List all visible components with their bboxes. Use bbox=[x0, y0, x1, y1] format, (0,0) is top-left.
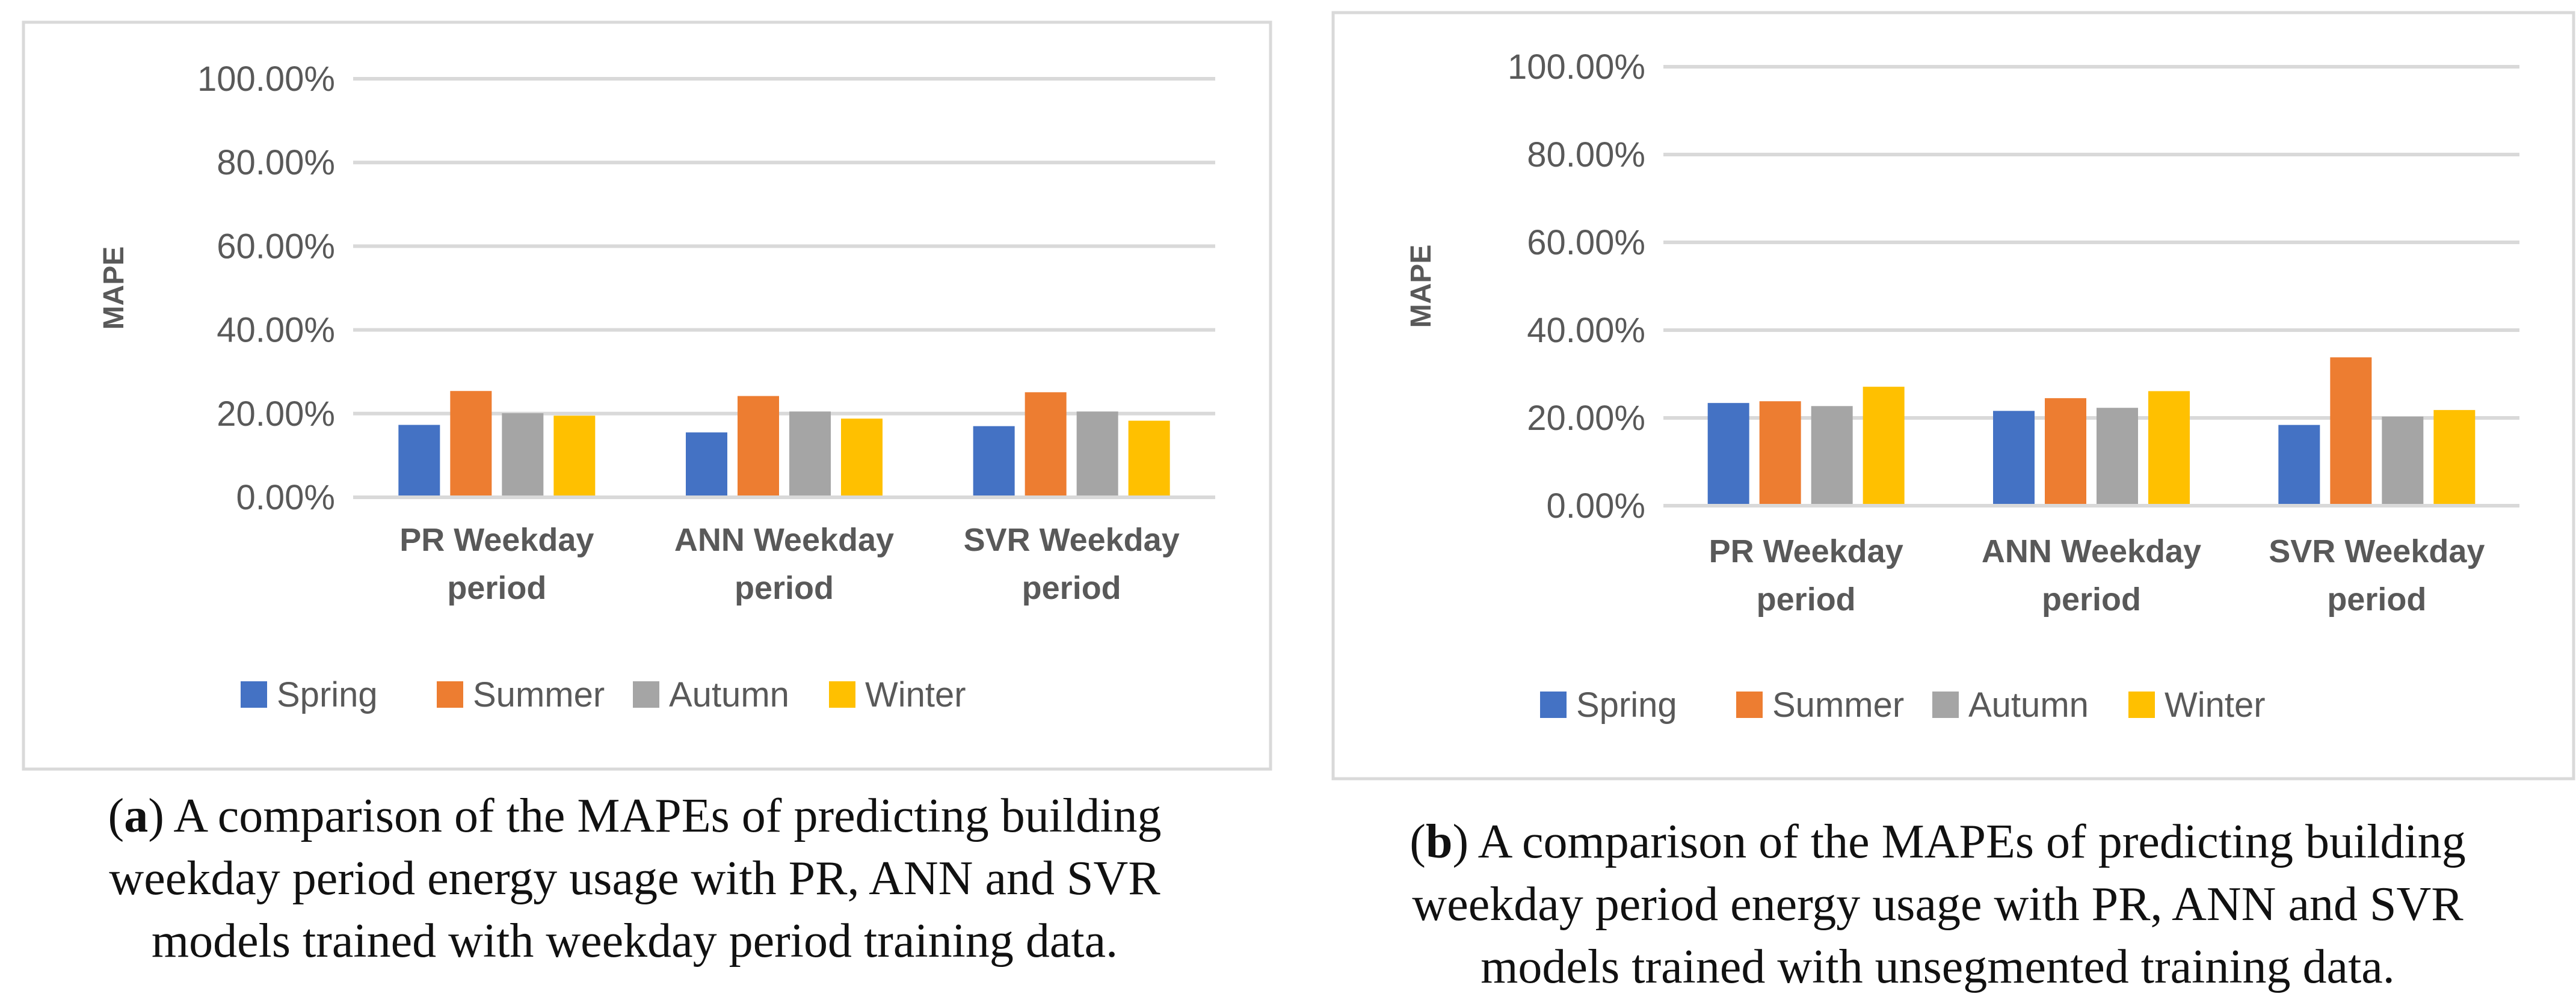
caption-a: (a) A comparison of the MAPEs of predict… bbox=[0, 785, 1269, 972]
bar-autumn bbox=[2382, 416, 2424, 504]
y-tick-label: 60.00% bbox=[1527, 223, 1645, 262]
bar-winter bbox=[841, 419, 883, 495]
bar-spring bbox=[973, 426, 1015, 495]
bar-summer bbox=[738, 396, 779, 495]
bar-summer bbox=[450, 391, 492, 495]
bar-autumn bbox=[502, 413, 544, 495]
y-tick-label: 0.00% bbox=[1547, 486, 1645, 526]
y-axis-label: MAPE bbox=[1405, 245, 1437, 328]
chart-a: 0.00% 20.00% 40.00% 60.00% 80.00% 100.00% MAPE… bbox=[22, 20, 1272, 771]
chart-b: 0.00% 20.00% 40.00% 60.00% 80.00% 100.00% MAPE… bbox=[1331, 11, 2575, 781]
bar-autumn bbox=[1076, 411, 1118, 495]
y-tick-label: 100.00% bbox=[1508, 48, 1645, 87]
x-tick-label: period bbox=[447, 570, 546, 606]
legend-label-winter: Winter bbox=[2165, 685, 2266, 725]
legend-label-spring: Spring bbox=[1576, 685, 1677, 725]
bar-winter bbox=[1863, 387, 1905, 504]
legend-label-summer: Summer bbox=[473, 675, 605, 714]
chart-border bbox=[1331, 11, 2575, 781]
bar-summer bbox=[1025, 392, 1067, 495]
bar-spring bbox=[1993, 411, 2035, 504]
caption-a-line-2: weekday period energy usage with PR, ANN… bbox=[109, 852, 1160, 905]
caption-a-line-1: (a) A comparison of the MAPEs of predict… bbox=[108, 790, 1162, 842]
bar-winter bbox=[2148, 391, 2190, 504]
legend-swatch-summer bbox=[437, 681, 463, 708]
legend-label-spring: Spring bbox=[277, 675, 378, 714]
bar-winter bbox=[1128, 420, 1170, 495]
bar-winter bbox=[553, 416, 596, 495]
caption-b-text-1: A comparison of the MAPEs of predicting … bbox=[1478, 815, 2466, 868]
caption-b-line-3: models trained with unsegmented training… bbox=[1481, 940, 2395, 993]
legend-swatch-winter bbox=[829, 681, 855, 708]
y-tick-label: 20.00% bbox=[217, 394, 335, 434]
y-tick-label: 80.00% bbox=[1527, 135, 1645, 174]
y-axis-label: MAPE bbox=[98, 247, 130, 330]
chart-border bbox=[22, 20, 1272, 771]
y-tick-label: 80.00% bbox=[217, 143, 335, 182]
x-tick-label: period bbox=[2327, 581, 2426, 618]
x-tick-label: SVR Weekday bbox=[2269, 533, 2485, 569]
legend-swatch-spring bbox=[1540, 692, 1567, 718]
bar-spring bbox=[398, 425, 440, 495]
x-tick-label: period bbox=[735, 570, 834, 606]
caption-b-label: b bbox=[1425, 815, 1453, 868]
legend-label-summer: Summer bbox=[1772, 685, 1904, 725]
caption-a-label: a bbox=[124, 790, 149, 842]
bar-spring bbox=[686, 432, 727, 495]
bar-spring bbox=[2278, 425, 2320, 504]
legend-label-autumn: Autumn bbox=[669, 675, 789, 714]
x-tick-label: PR Weekday bbox=[1709, 533, 1903, 569]
y-tick-label: 60.00% bbox=[217, 227, 335, 266]
caption-b: (b) A comparison of the MAPEs of predict… bbox=[1299, 811, 2576, 998]
x-tick-label: ANN Weekday bbox=[674, 522, 894, 558]
y-tick-label: 40.00% bbox=[217, 311, 335, 350]
bar-autumn bbox=[789, 411, 831, 495]
x-tick-label: period bbox=[1757, 581, 1856, 618]
legend-swatch-spring bbox=[241, 681, 267, 708]
x-tick-label: period bbox=[1022, 570, 1121, 606]
caption-b-line-1: (b) A comparison of the MAPEs of predict… bbox=[1410, 815, 2466, 868]
bar-winter bbox=[2433, 409, 2476, 504]
legend-swatch-autumn bbox=[633, 681, 659, 708]
caption-a-text-1: A comparison of the MAPEs of predicting … bbox=[173, 790, 1162, 842]
bar-autumn bbox=[1811, 406, 1853, 504]
bar-spring bbox=[1707, 403, 1749, 504]
legend-label-autumn: Autumn bbox=[1968, 685, 2089, 725]
legend-swatch-winter bbox=[2128, 692, 2155, 718]
x-tick-label: SVR Weekday bbox=[964, 522, 1180, 558]
legend-swatch-autumn bbox=[1932, 692, 1959, 718]
caption-b-line-2: weekday period energy usage with PR, ANN… bbox=[1412, 878, 2464, 931]
caption-a-line-3: models trained with weekday period train… bbox=[151, 915, 1118, 968]
y-tick-label: 20.00% bbox=[1527, 399, 1645, 438]
y-tick-label: 0.00% bbox=[236, 478, 335, 517]
legend-swatch-summer bbox=[1736, 692, 1763, 718]
bar-autumn bbox=[2097, 408, 2138, 504]
y-tick-label: 100.00% bbox=[197, 60, 335, 99]
y-tick-label: 40.00% bbox=[1527, 311, 1645, 350]
bar-summer bbox=[2045, 398, 2086, 504]
bar-summer bbox=[2330, 357, 2372, 504]
x-tick-label: period bbox=[2042, 581, 2141, 618]
x-tick-label: ANN Weekday bbox=[1982, 533, 2201, 569]
bar-summer bbox=[1759, 401, 1801, 504]
x-tick-label: PR Weekday bbox=[399, 522, 594, 558]
legend-label-winter: Winter bbox=[865, 675, 966, 714]
